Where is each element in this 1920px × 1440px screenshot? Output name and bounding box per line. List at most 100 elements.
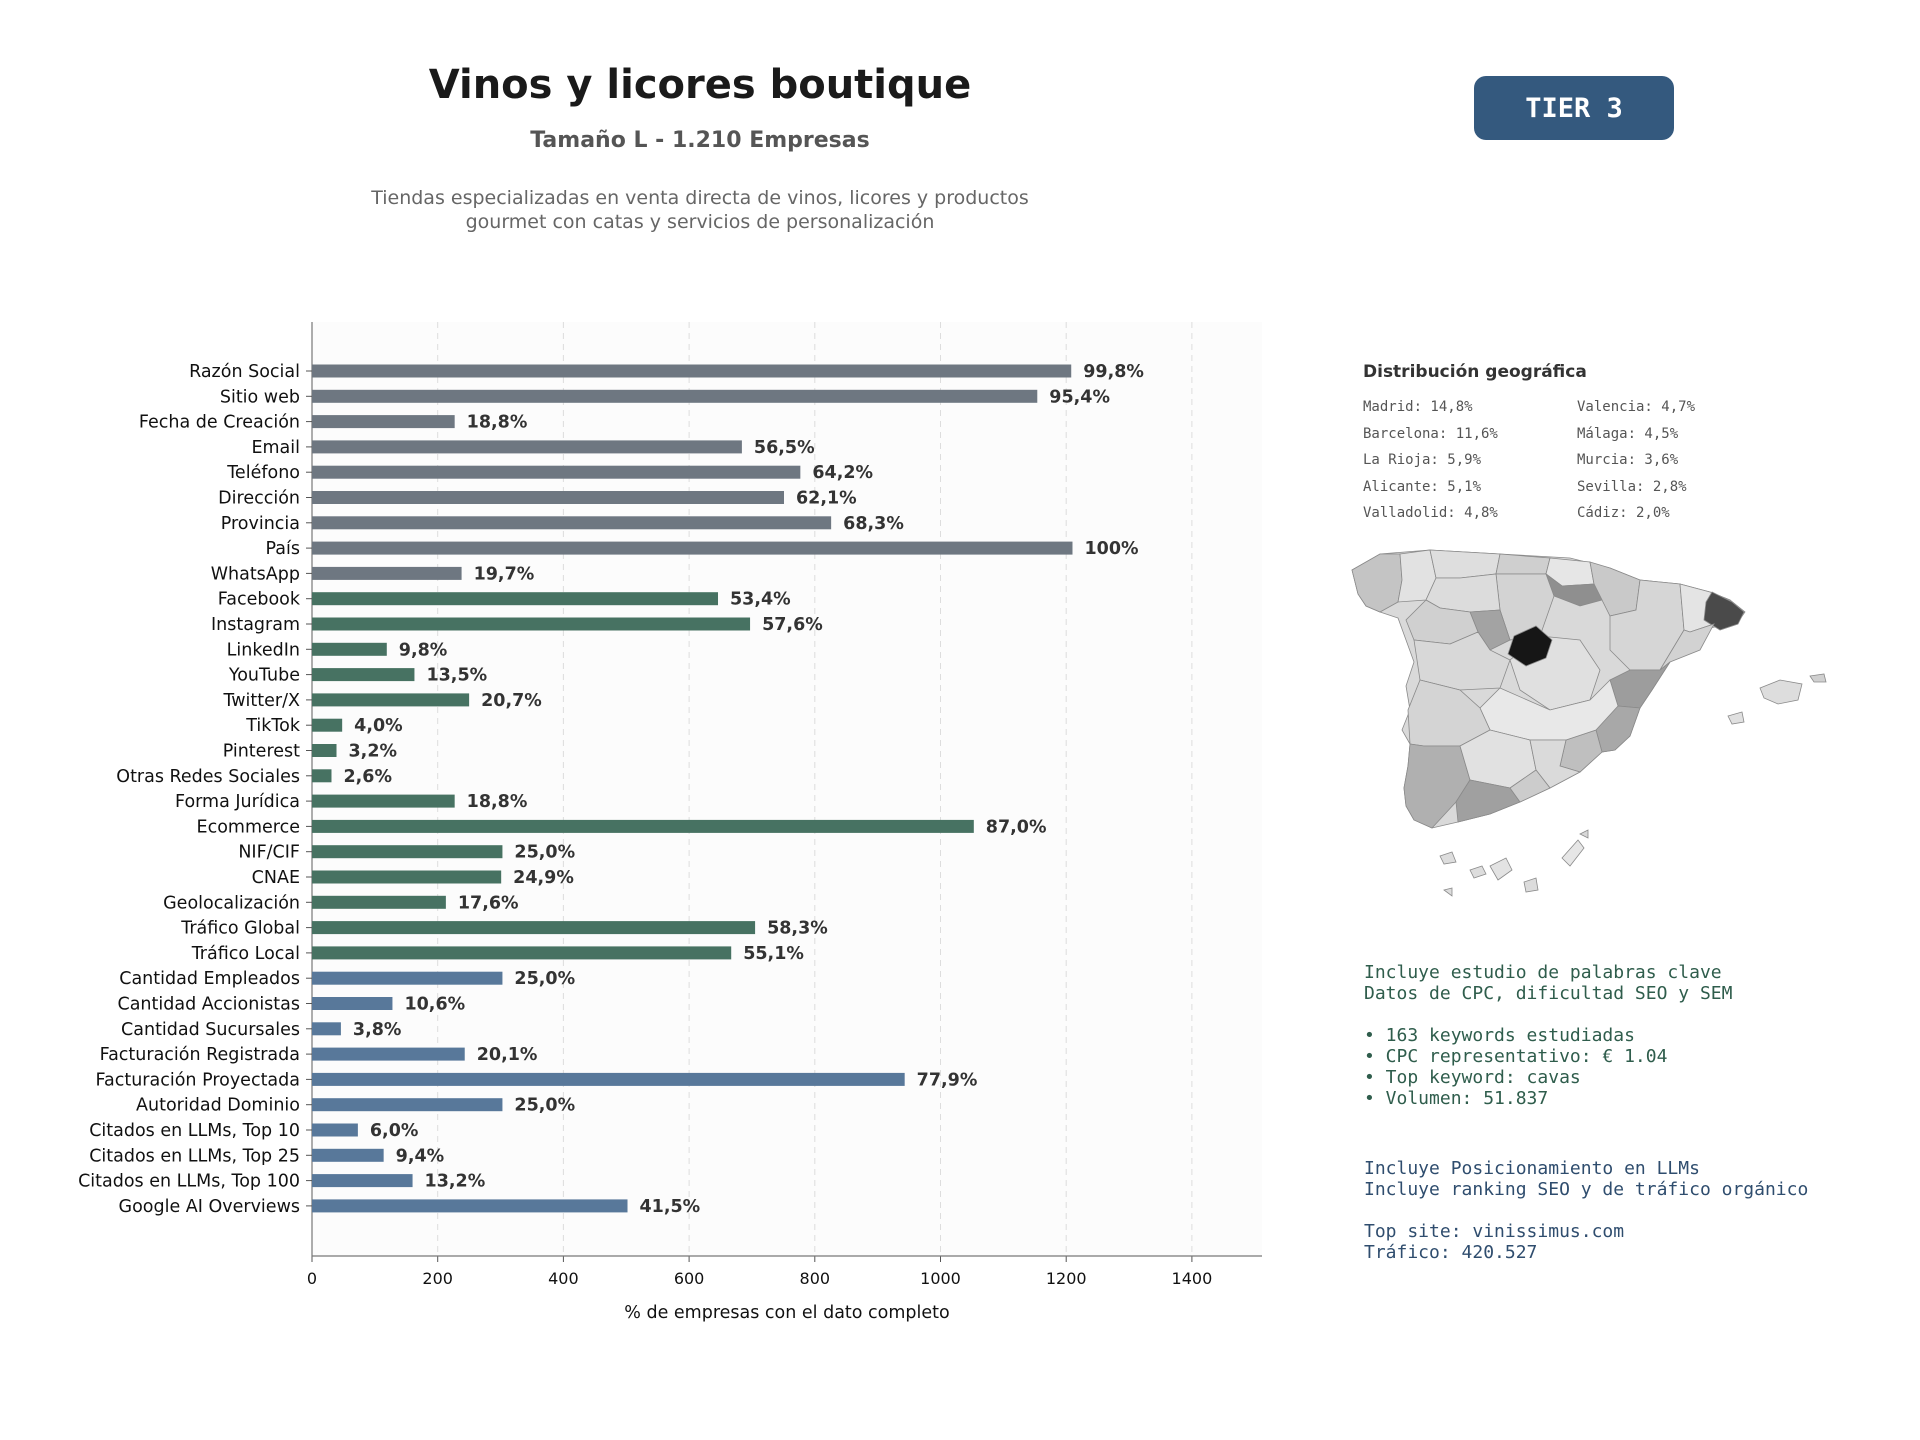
category-label: CNAE — [252, 868, 300, 888]
llm-info-line — [1364, 1200, 1808, 1221]
bar — [312, 541, 1073, 555]
data-label: 62,1% — [796, 489, 857, 509]
bar — [312, 592, 719, 606]
category-label: TikTok — [245, 716, 301, 736]
category-label: Cantidad Empleados — [119, 969, 300, 989]
category-label: Provincia — [221, 514, 300, 534]
bar — [312, 870, 502, 884]
seo-info-line: Datos de CPC, dificultad SEO y SEM — [1364, 983, 1733, 1004]
data-label: 13,2% — [425, 1172, 486, 1192]
geo-item: Valladolid: 4,8% — [1363, 505, 1498, 521]
category-label: Facebook — [218, 590, 301, 610]
bar — [312, 794, 455, 808]
category-label: Citados en LLMs, Top 10 — [89, 1121, 300, 1141]
x-tick-label: 1400 — [1172, 1269, 1213, 1288]
geo-item: Murcia: 3,6% — [1577, 452, 1679, 468]
data-label: 25,0% — [514, 1096, 575, 1116]
geo-item: Alicante: 5,1% — [1363, 478, 1482, 495]
category-label: Otras Redes Sociales — [116, 767, 300, 787]
data-label: 9,8% — [399, 640, 448, 660]
category-label: Google AI Overviews — [119, 1197, 300, 1217]
x-tick-label: 1000 — [920, 1269, 961, 1288]
segment-description: Tiendas especializadas en venta directa … — [300, 186, 1100, 234]
category-label: Ecommerce — [197, 817, 300, 837]
bar — [312, 744, 337, 757]
category-label: Instagram — [211, 615, 300, 635]
bar — [312, 971, 503, 985]
llm-info-line: Incluye Posicionamiento en LLMs — [1364, 1158, 1700, 1179]
category-label: País — [266, 539, 300, 559]
data-label: 3,2% — [349, 742, 398, 762]
category-label: Citados en LLMs, Top 25 — [89, 1146, 300, 1166]
bar — [312, 364, 1072, 378]
bar — [312, 668, 415, 682]
description-line: gourmet con catas y servicios de persona… — [465, 211, 935, 233]
seo-info-block: Incluye estudio de palabras clave Datos … — [1364, 962, 1732, 1109]
x-axis-label: % de empresas con el dato completo — [624, 1303, 949, 1323]
geo-item: Cádiz: 2,0% — [1577, 505, 1670, 521]
category-label: WhatsApp — [211, 564, 300, 584]
category-label: Razón Social — [189, 362, 300, 382]
category-label: Tráfico Local — [191, 944, 300, 964]
x-tick-label: 200 — [422, 1269, 453, 1288]
bar — [312, 1148, 384, 1162]
data-label: 20,1% — [477, 1045, 538, 1065]
bar — [312, 1123, 358, 1137]
x-tick-label: 400 — [548, 1269, 579, 1288]
spain-choropleth-map — [1351, 549, 1827, 897]
bar — [312, 566, 462, 580]
category-label: LinkedIn — [227, 640, 300, 660]
seo-info-line: • 163 keywords estudiadas — [1364, 1025, 1635, 1046]
bar — [312, 617, 751, 631]
geo-item: Madrid: 14,8% — [1363, 399, 1473, 415]
seo-info-line — [1364, 1004, 1732, 1025]
category-label: Autoridad Dominio — [136, 1096, 300, 1116]
category-label: Fecha de Creación — [139, 413, 300, 433]
bar — [312, 845, 503, 859]
seo-info-line: • CPC representativo: € 1.04 — [1364, 1046, 1668, 1067]
bar — [312, 389, 1038, 403]
data-label: 68,3% — [843, 514, 904, 534]
data-label: 20,7% — [481, 691, 542, 711]
bar — [312, 1022, 341, 1036]
data-label: 6,0% — [370, 1121, 419, 1141]
data-label: 9,4% — [396, 1146, 445, 1166]
data-label: 25,0% — [514, 969, 575, 989]
geo-item: Barcelona: 11,6% — [1363, 425, 1498, 442]
bar — [312, 516, 832, 530]
data-label: 64,2% — [812, 463, 873, 483]
description-line: Tiendas especializadas en venta directa … — [371, 187, 1029, 209]
data-label: 41,5% — [640, 1197, 701, 1217]
seo-info-line: • Volumen: 51.837 — [1364, 1088, 1549, 1109]
llm-info-line: Incluye ranking SEO y de tráfico orgánic… — [1364, 1179, 1809, 1200]
category-label: Pinterest — [223, 742, 300, 762]
geo-item: Málaga: 4,5% — [1577, 425, 1679, 442]
category-label: Facturación Proyectada — [96, 1070, 300, 1090]
bar — [312, 1072, 905, 1086]
completeness-bar-chart: 0 200 400 600 800 1000 1200 1400 Razón Social 99,… — [78, 322, 1262, 1323]
bar — [312, 921, 756, 935]
category-label: Sitio web — [220, 387, 300, 407]
data-label: 25,0% — [514, 843, 575, 863]
bar — [312, 819, 974, 833]
llm-info-block: Incluye Posicionamiento en LLMs Incluye … — [1364, 1158, 1808, 1263]
data-label: 2,6% — [343, 767, 392, 787]
x-tick-label: 800 — [800, 1269, 831, 1288]
bar — [312, 718, 343, 732]
bar — [312, 769, 332, 783]
data-label: 56,5% — [754, 438, 815, 458]
bar — [312, 1098, 503, 1112]
bar — [312, 997, 393, 1010]
data-label: 3,8% — [353, 1020, 402, 1040]
data-label: 53,4% — [730, 590, 791, 610]
page-subtitle: Tamaño L - 1.210 Empresas — [530, 128, 870, 153]
data-label: 57,6% — [762, 615, 823, 635]
llm-info-line: Tráfico: 420.527 — [1364, 1242, 1538, 1263]
bar — [312, 642, 387, 656]
x-tick-label: 600 — [674, 1269, 705, 1288]
category-label: Tráfico Global — [180, 919, 300, 939]
llm-info-line: Top site: vinissimus.com — [1364, 1221, 1625, 1242]
data-label: 18,8% — [467, 792, 528, 812]
geo-distribution-title: Distribución geográfica — [1363, 362, 1587, 382]
category-label: Geolocalización — [163, 893, 300, 913]
